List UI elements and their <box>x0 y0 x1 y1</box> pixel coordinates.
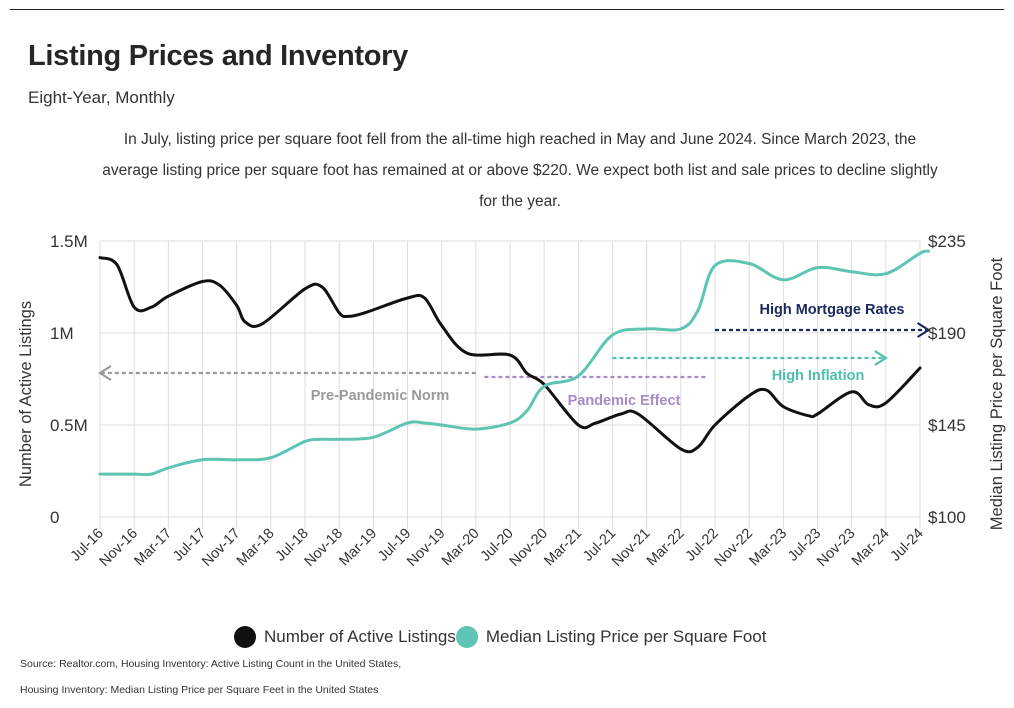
y-left-tick-label: 0.5M <box>50 416 88 435</box>
source-line-2: Housing Inventory: Median Listing Price … <box>20 684 379 696</box>
y-left-tick-label: 1M <box>50 324 74 343</box>
x-tick-label: Nov-18 <box>302 526 346 570</box>
x-tick-label: Mar-21 <box>541 526 585 570</box>
x-tick-label: Mar-17 <box>131 526 175 570</box>
pre-pandemic-norm-arrowhead <box>97 365 112 381</box>
legend-label-listings: Number of Active Listings <box>264 627 456 646</box>
legend-swatch-price <box>455 626 478 648</box>
x-tick-label: Jul-24 <box>888 526 927 565</box>
legend-item-price: Median Listing Price per Square Foot <box>455 626 767 648</box>
chart-subtitle: Eight-Year, Monthly <box>28 88 175 107</box>
x-tick-label: Mar-20 <box>439 526 483 570</box>
high-inflation-arrowhead <box>874 350 888 366</box>
high-mortgage-rates-arrowhead <box>916 322 931 338</box>
top-rule <box>10 9 1004 10</box>
listings-line <box>98 256 922 454</box>
y-right-tick-label: $100 <box>928 508 966 527</box>
series-lines <box>98 249 930 477</box>
y-right-tick-label: $235 <box>928 232 966 251</box>
high-inflation-label: High Inflation <box>772 368 865 384</box>
chart-description: In July, listing price per square foot f… <box>102 131 938 210</box>
y-right-tick-label: $190 <box>928 324 966 343</box>
x-tick-label: Mar-23 <box>746 526 790 570</box>
pandemic-effect-label: Pandemic Effect <box>568 393 681 409</box>
x-tick-label: Nov-23 <box>814 526 858 570</box>
x-tick-label: Mar-18 <box>234 526 278 570</box>
price-line <box>98 249 930 477</box>
legend-item-listings: Number of Active Listings <box>234 626 456 648</box>
x-tick-label: Nov-20 <box>507 526 551 570</box>
x-tick-label: Nov-21 <box>609 526 653 570</box>
x-tick-label: Nov-22 <box>712 526 756 570</box>
y-right-tick-label: $145 <box>928 416 966 435</box>
pre-pandemic-norm-label: Pre-Pandemic Norm <box>311 388 450 404</box>
annotation-lines <box>97 322 931 381</box>
x-tick-label: Mar-22 <box>644 526 688 570</box>
source-line-1: Source: Realtor.com, Housing Inventory: … <box>20 658 402 670</box>
y-right-axis-title: Median Listing Price per Square Foot <box>988 257 1006 530</box>
x-tick-label: Nov-19 <box>404 526 448 570</box>
x-tick-label: Nov-16 <box>97 526 141 570</box>
chart-title: Listing Prices and Inventory <box>28 40 408 72</box>
x-tick-label: Mar-24 <box>849 526 893 570</box>
grid-lines <box>99 240 921 529</box>
y-left-tick-label: 0 <box>50 508 59 527</box>
x-tick-label: Nov-17 <box>199 526 243 570</box>
annotation-labels: Pre-Pandemic Norm Pandemic Effect High Inf… <box>311 302 905 409</box>
legend-swatch-listings <box>234 626 256 648</box>
legend-label-price: Median Listing Price per Square Foot <box>485 627 767 646</box>
y-left-axis-title: Number of Active Listings <box>17 301 35 487</box>
y-left-tick-label: 1.5M <box>50 232 88 251</box>
legend: Number of Active Listings Median Listing… <box>234 626 766 648</box>
x-tick-label: Mar-19 <box>336 526 380 570</box>
high-mortgage-rates-label: High Mortgage Rates <box>759 302 904 318</box>
